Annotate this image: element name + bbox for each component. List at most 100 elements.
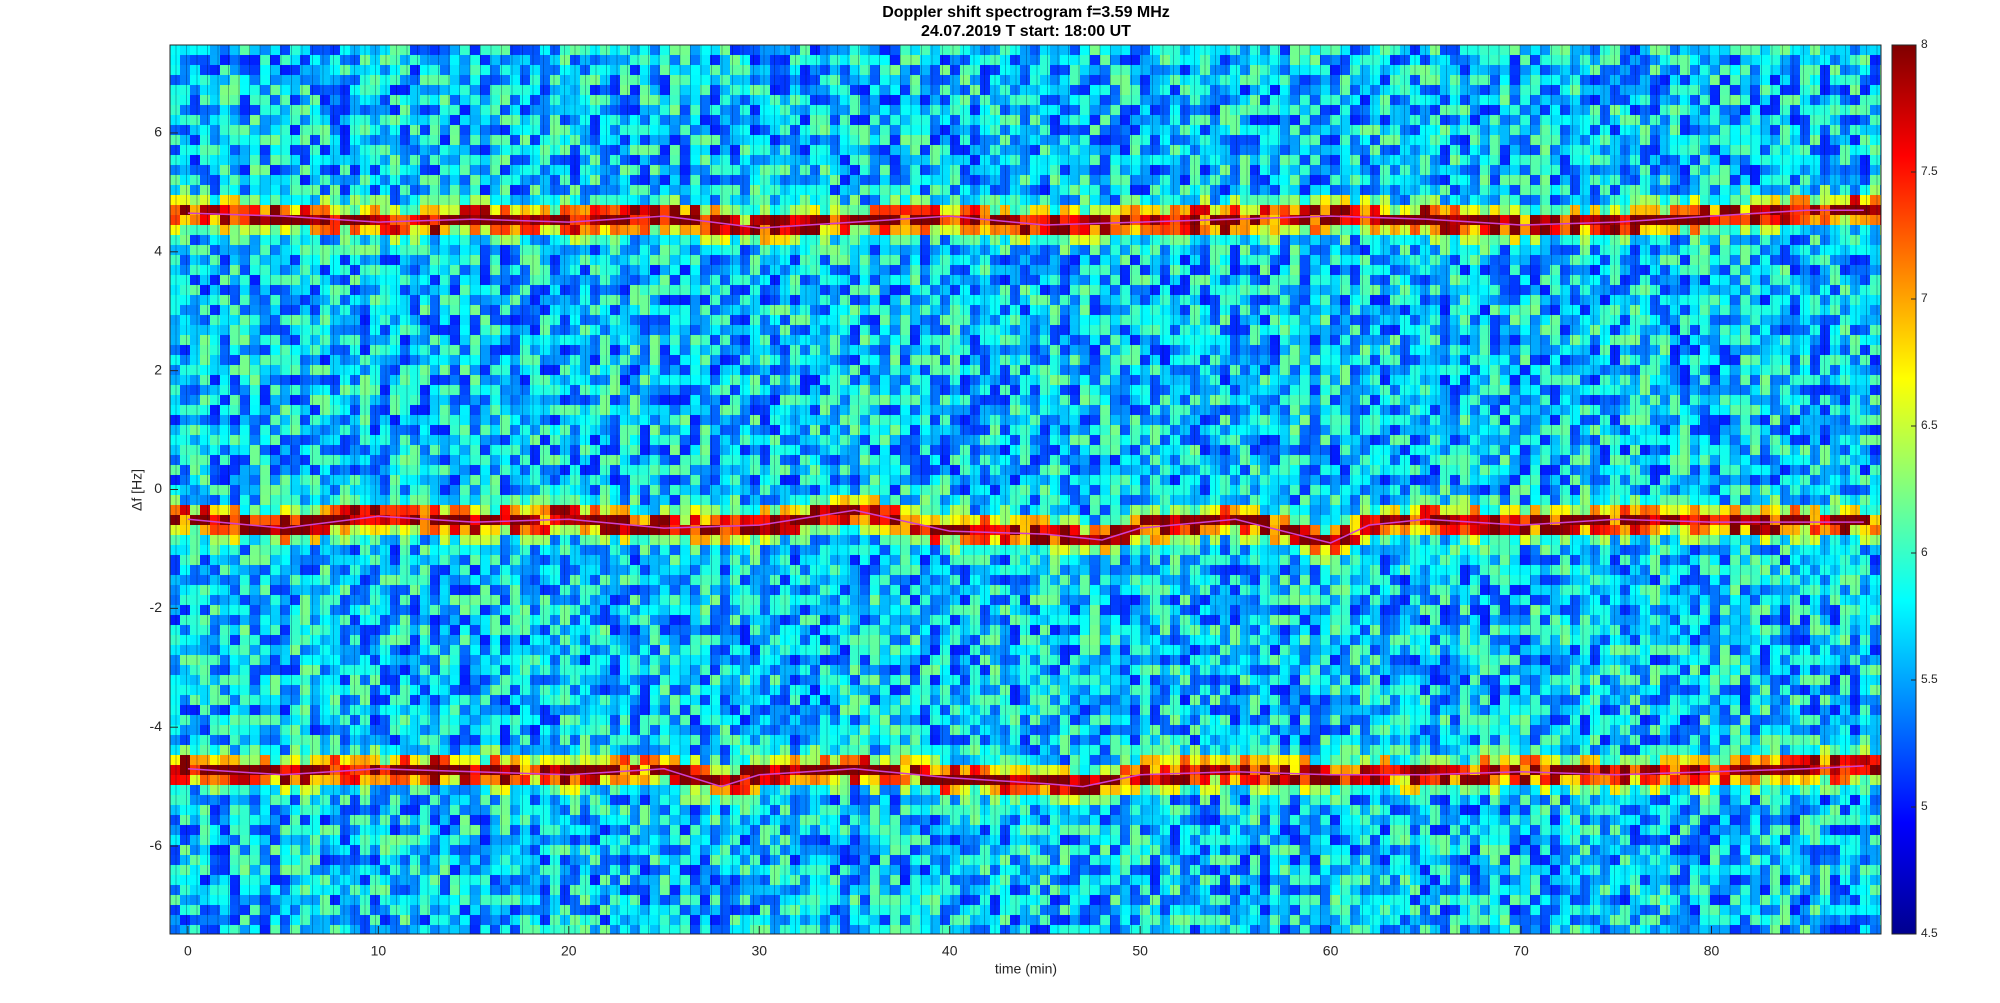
spectrogram-cell bbox=[170, 925, 180, 934]
spectrogram-cell bbox=[180, 615, 190, 625]
spectrogram-cell bbox=[250, 115, 260, 125]
spectrogram-cell bbox=[490, 725, 500, 735]
spectrogram-cell bbox=[280, 285, 290, 295]
spectrogram-cell bbox=[550, 665, 560, 675]
spectrogram-cell bbox=[420, 655, 430, 665]
spectrogram-cell bbox=[630, 665, 640, 675]
spectrogram-cell bbox=[240, 385, 250, 395]
spectrogram-cell bbox=[470, 745, 480, 755]
spectrogram-cell bbox=[180, 695, 190, 705]
spectrogram-cell bbox=[270, 445, 280, 455]
spectrogram-cell bbox=[720, 425, 730, 435]
spectrogram-cell bbox=[650, 585, 660, 595]
spectrogram-cell bbox=[610, 475, 620, 485]
spectrogram-cell bbox=[690, 445, 700, 455]
spectrogram-cell bbox=[220, 805, 230, 815]
spectrogram-cell bbox=[690, 815, 700, 825]
spectrogram-cell bbox=[450, 535, 460, 545]
spectrogram-cell bbox=[430, 245, 440, 255]
spectrogram-cell bbox=[710, 875, 720, 885]
spectrogram-cell bbox=[590, 665, 600, 675]
spectrogram-cell bbox=[430, 885, 440, 895]
spectrogram-cell bbox=[180, 415, 190, 425]
spectrogram-cell bbox=[260, 265, 270, 275]
spectrogram-cell bbox=[720, 815, 730, 825]
spectrogram-cell bbox=[300, 895, 310, 905]
spectrogram-cell bbox=[680, 535, 690, 545]
spectrogram-cell bbox=[640, 235, 650, 245]
spectrogram-cell bbox=[220, 205, 230, 215]
spectrogram-cell bbox=[190, 285, 200, 295]
spectrogram-cell bbox=[710, 355, 720, 365]
spectrogram-cell bbox=[260, 55, 270, 65]
spectrogram-cell bbox=[400, 345, 410, 355]
spectrogram-cell bbox=[630, 125, 640, 135]
spectrogram-cell bbox=[580, 75, 590, 85]
spectrogram-cell bbox=[640, 85, 650, 95]
spectrogram-cell bbox=[540, 625, 550, 635]
spectrogram-cell bbox=[220, 755, 230, 765]
spectrogram-cell bbox=[640, 595, 650, 605]
spectrogram-cell bbox=[490, 115, 500, 125]
spectrogram-cell bbox=[510, 625, 520, 635]
spectrogram-cell bbox=[660, 105, 670, 115]
spectrogram-cell bbox=[470, 85, 480, 95]
spectrogram-cell bbox=[710, 105, 720, 115]
spectrogram-cell bbox=[540, 845, 550, 855]
spectrogram-cell bbox=[650, 695, 660, 705]
spectrogram-cell bbox=[380, 85, 390, 95]
spectrogram-cell bbox=[180, 875, 190, 885]
spectrogram-cell bbox=[350, 755, 360, 765]
spectrogram-cell bbox=[260, 85, 270, 95]
spectrogram-cell bbox=[610, 875, 620, 885]
spectrogram-cell bbox=[430, 905, 440, 915]
spectrogram-cell bbox=[370, 275, 380, 285]
spectrogram-cell bbox=[640, 415, 650, 425]
spectrogram-cell bbox=[320, 895, 330, 905]
spectrogram-cell bbox=[640, 895, 650, 905]
spectrogram-cell bbox=[230, 885, 240, 895]
spectrogram-cell bbox=[590, 235, 600, 245]
chart-title: Doppler shift spectrogram f=3.59 MHz bbox=[882, 4, 1170, 21]
spectrogram-cell bbox=[670, 925, 680, 934]
spectrogram-cell bbox=[640, 215, 650, 225]
spectrogram-cell bbox=[420, 805, 430, 815]
spectrogram-cell bbox=[350, 915, 360, 925]
spectrogram-cell bbox=[670, 405, 680, 415]
spectrogram-cell bbox=[350, 255, 360, 265]
spectrogram-cell bbox=[680, 705, 690, 715]
spectrogram-cell bbox=[220, 835, 230, 845]
spectrogram-cell bbox=[300, 645, 310, 655]
spectrogram-cell bbox=[270, 815, 280, 825]
spectrogram-cell bbox=[630, 335, 640, 345]
spectrogram-cell bbox=[530, 175, 540, 185]
spectrogram-cell bbox=[170, 205, 180, 215]
spectrogram-cell bbox=[300, 75, 310, 85]
spectrogram-cell bbox=[230, 315, 240, 325]
spectrogram-cell bbox=[220, 875, 230, 885]
spectrogram-cell bbox=[530, 715, 540, 725]
spectrogram-cell bbox=[460, 105, 470, 115]
spectrogram-cell bbox=[300, 845, 310, 855]
spectrogram-cell bbox=[350, 465, 360, 475]
spectrogram-cell bbox=[720, 245, 730, 255]
spectrogram-cell bbox=[700, 185, 710, 195]
spectrogram-cell bbox=[250, 805, 260, 815]
spectrogram-cell bbox=[220, 415, 230, 425]
spectrogram-cell bbox=[370, 565, 380, 575]
spectrogram-cell bbox=[220, 55, 230, 65]
spectrogram-cell bbox=[590, 885, 600, 895]
spectrogram-cell bbox=[330, 145, 340, 155]
spectrogram-cell bbox=[300, 695, 310, 705]
spectrogram-cell bbox=[600, 395, 610, 405]
spectrogram-cell bbox=[240, 895, 250, 905]
spectrogram-cell bbox=[710, 815, 720, 825]
spectrogram-cell bbox=[650, 465, 660, 475]
spectrogram-cell bbox=[520, 675, 530, 685]
spectrogram-cell bbox=[560, 705, 570, 715]
spectrogram-cell bbox=[560, 625, 570, 635]
spectrogram-cell bbox=[430, 265, 440, 275]
spectrogram-cell bbox=[270, 765, 280, 775]
spectrogram-cell bbox=[310, 125, 320, 135]
spectrogram-cell bbox=[220, 85, 230, 95]
